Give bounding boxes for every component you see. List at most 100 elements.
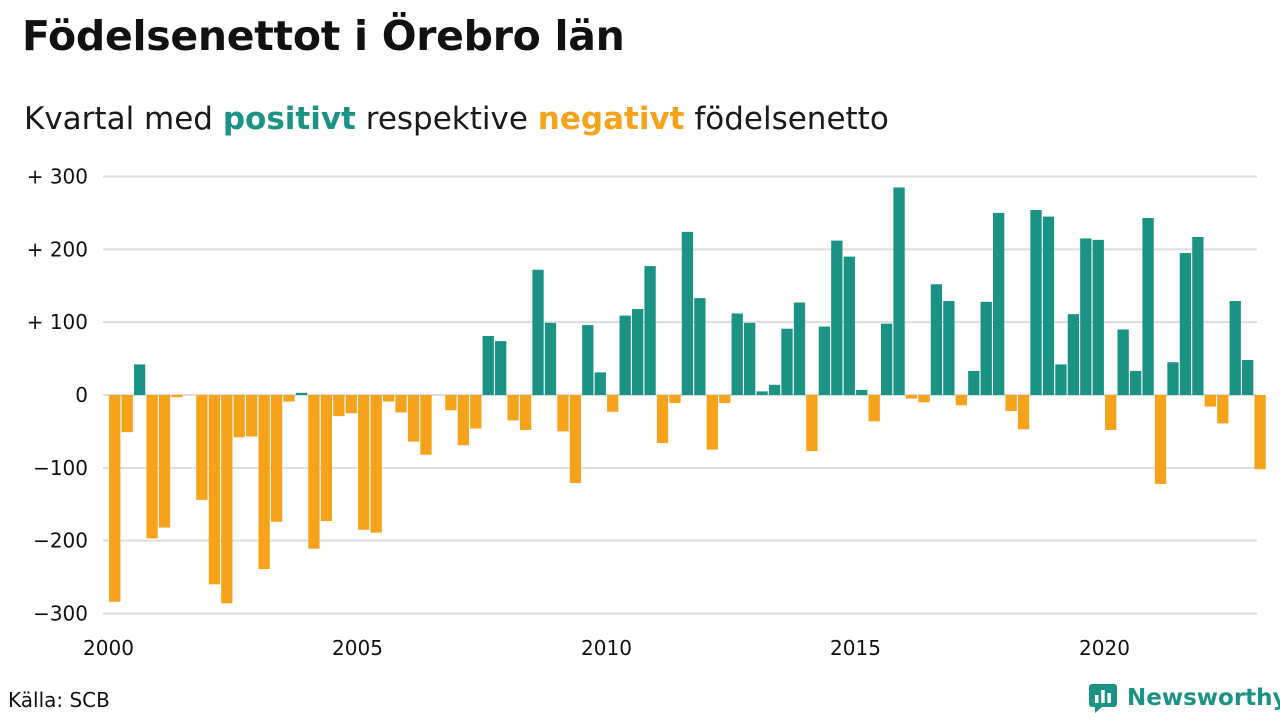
- bar-2017-q1: [955, 395, 967, 406]
- x-tick-label: 2000: [83, 636, 134, 660]
- bar-2013-q2: [768, 384, 781, 395]
- bar-2009-q1: [557, 395, 569, 432]
- bar-2003-q4: [295, 392, 308, 395]
- subtitle-positive-word: positivt: [222, 101, 356, 137]
- y-tick-label: + 300: [27, 165, 88, 189]
- bar-2016-q2: [918, 395, 930, 403]
- bar-2020-q2: [1117, 329, 1129, 395]
- bar-2015-q2: [868, 395, 880, 422]
- y-axis-labels: + 300 + 200 + 100 0 −100 −200 −300: [27, 165, 88, 626]
- bar-2013-q1: [756, 391, 768, 395]
- bar-2012-q3: [731, 313, 743, 395]
- bar-2000-q1: [109, 395, 121, 602]
- bar-2009-q4: [594, 372, 606, 395]
- bar-2015-q3: [880, 323, 893, 395]
- source-note: Källa: SCB: [8, 688, 110, 712]
- bar-2014-q1: [806, 395, 818, 452]
- bar-2002-q1: [208, 395, 220, 585]
- bar-2018-q2: [1017, 395, 1030, 430]
- y-tick-label: −100: [33, 456, 88, 480]
- bar-2007-q2: [470, 395, 482, 429]
- bar-2005-q2: [370, 395, 382, 533]
- bar-2016-q1: [905, 395, 918, 399]
- bar-2002-q4: [246, 395, 258, 437]
- bar-2012-q4: [744, 322, 756, 395]
- y-tick-label: + 200: [27, 237, 88, 261]
- bar-chart: + 300 + 200 + 100 0 −100 −200 −300 2000 2005 201…: [27, 165, 1266, 660]
- y-tick-label: + 100: [27, 310, 88, 334]
- bars: [109, 187, 1266, 604]
- bar-2019-q4: [1092, 239, 1104, 395]
- x-tick-label: 2015: [830, 636, 881, 660]
- bar-2002-q3: [233, 395, 245, 438]
- bar-2004-q2: [320, 395, 333, 521]
- bar-2005-q3: [382, 395, 395, 402]
- bar-2004-q4: [345, 395, 357, 414]
- bar-2003-q1: [258, 395, 270, 570]
- bar-2007-q3: [482, 336, 494, 395]
- subtitle-middle: respektive: [365, 101, 528, 137]
- bar-2006-q2: [420, 395, 432, 455]
- bar-2009-q2: [569, 395, 582, 484]
- brand[interactable]: Newsworthy: [1088, 681, 1280, 715]
- y-tick-label: 0: [75, 383, 88, 407]
- bar-2022-q2: [1217, 395, 1229, 424]
- bar-2000-q2: [121, 395, 133, 433]
- bar-2017-q2: [968, 370, 980, 395]
- bar-2001-q1: [158, 395, 171, 528]
- bar-2010-q2: [619, 315, 631, 395]
- bar-2021-q2: [1167, 362, 1179, 395]
- bar-2008-q3: [532, 269, 544, 395]
- bar-2006-q4: [445, 395, 457, 411]
- bar-2001-q4: [196, 395, 208, 500]
- bar-2022-q1: [1204, 395, 1216, 407]
- bar-2022-q4: [1242, 360, 1254, 395]
- bar-2011-q2: [669, 395, 681, 404]
- bar-2002-q2: [221, 395, 233, 604]
- chart-title: Födelsenettot i Örebro län: [22, 12, 625, 60]
- bar-2016-q3: [930, 284, 943, 395]
- bar-2020-q3: [1129, 370, 1142, 395]
- bar-2022-q3: [1229, 301, 1241, 395]
- bar-2006-q1: [407, 395, 420, 442]
- bar-2009-q3: [582, 325, 594, 395]
- bar-2005-q4: [395, 395, 407, 413]
- bar-2012-q1: [706, 395, 718, 450]
- bar-2018-q1: [1005, 395, 1017, 412]
- bar-2004-q1: [308, 395, 320, 549]
- x-tick-label: 2010: [581, 636, 632, 660]
- subtitle-negative-word: negativt: [537, 101, 685, 137]
- bar-2015-q4: [893, 187, 905, 395]
- bar-2020-q1: [1105, 395, 1117, 430]
- bar-2011-q3: [681, 231, 694, 395]
- bar-2007-q1: [457, 395, 469, 446]
- bar-2019-q2: [1067, 314, 1080, 395]
- bar-2004-q3: [333, 395, 345, 417]
- bar-2017-q4: [993, 212, 1005, 395]
- bar-2011-q4: [694, 298, 706, 395]
- bar-2021-q1: [1154, 395, 1167, 484]
- bar-2014-q4: [843, 256, 855, 395]
- bar-2018-q4: [1042, 216, 1055, 395]
- bar-2012-q2: [719, 395, 731, 404]
- brand-name: Newsworthy: [1127, 685, 1280, 711]
- chart-subtitle: Kvartal med positivt respektive negativt…: [24, 101, 889, 137]
- bar-2013-q4: [793, 302, 806, 395]
- bar-2023-q1: [1254, 395, 1266, 470]
- bar-2005-q1: [358, 395, 370, 530]
- bar-2013-q3: [781, 328, 793, 395]
- y-tick-label: −200: [33, 529, 88, 553]
- bar-2011-q1: [656, 395, 669, 444]
- y-tick-label: −300: [33, 601, 88, 625]
- bar-2008-q2: [519, 395, 532, 430]
- bar-2014-q2: [818, 326, 831, 395]
- bar-2014-q3: [831, 240, 843, 395]
- bar-2020-q4: [1142, 218, 1154, 395]
- bar-2003-q3: [283, 395, 295, 402]
- subtitle-prefix: Kvartal med: [24, 101, 213, 137]
- bar-2016-q4: [943, 301, 955, 395]
- bar-2019-q1: [1055, 364, 1067, 395]
- x-tick-label: 2005: [332, 636, 383, 660]
- subtitle-suffix: födelsenetto: [694, 101, 889, 137]
- bar-2010-q3: [631, 309, 644, 395]
